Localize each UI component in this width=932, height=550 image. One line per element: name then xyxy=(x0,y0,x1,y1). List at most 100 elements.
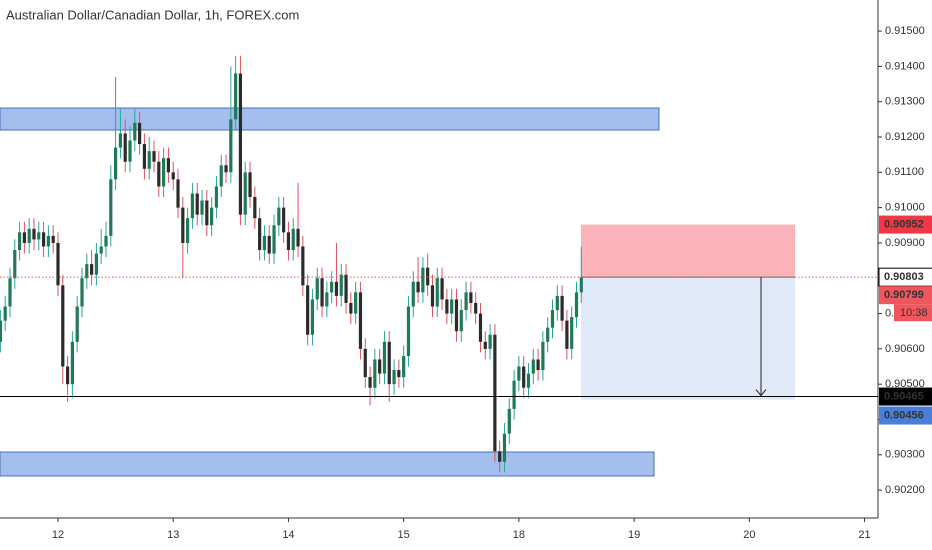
candle-body xyxy=(402,355,406,378)
drawings xyxy=(0,107,660,477)
candle-body xyxy=(550,310,555,328)
candle-body xyxy=(358,292,363,349)
candle-body xyxy=(411,281,415,307)
candle-body xyxy=(166,158,171,173)
candle-body xyxy=(488,334,492,349)
candle-body xyxy=(248,172,252,198)
candle-body xyxy=(181,207,185,243)
candle-body xyxy=(541,341,545,371)
candle-body xyxy=(118,133,123,148)
candle-body xyxy=(37,232,41,240)
candle-body xyxy=(570,317,574,349)
candle-body xyxy=(138,122,142,145)
candle-body xyxy=(238,73,243,215)
candle-body xyxy=(272,225,276,254)
candle-body xyxy=(61,285,65,367)
candle-body xyxy=(123,133,127,162)
y-tick-label: 0.91300 xyxy=(885,96,925,108)
candle-body xyxy=(200,200,204,215)
candle-body xyxy=(310,299,315,335)
candle-body xyxy=(430,285,435,307)
candle-body xyxy=(334,281,339,296)
candle-body xyxy=(373,359,377,388)
candle-body xyxy=(296,228,300,247)
candle-body xyxy=(421,267,425,293)
y-tick-label: 0.90900 xyxy=(885,237,925,249)
candle-body xyxy=(555,295,559,311)
candle-body xyxy=(51,235,55,243)
y-tick-label: 0.91200 xyxy=(885,131,925,143)
candle-body xyxy=(282,207,286,233)
price-label: 0.90799 xyxy=(884,289,924,301)
candle-body xyxy=(253,197,257,219)
candle-body xyxy=(531,359,535,374)
y-tick-label: 0.91400 xyxy=(885,60,925,72)
candle-body xyxy=(46,235,50,247)
candle-body xyxy=(565,320,569,349)
candle-body xyxy=(349,302,353,314)
candle-body xyxy=(229,119,233,173)
candle-body xyxy=(512,380,516,409)
candle-body xyxy=(502,433,507,462)
price-label: 0.90952 xyxy=(884,218,924,230)
candle-body xyxy=(320,278,324,307)
candle-body xyxy=(406,306,411,356)
candle-body xyxy=(330,281,334,293)
candle-body xyxy=(104,235,108,247)
candle-body xyxy=(315,278,319,300)
candle-body xyxy=(522,366,526,388)
candle-body xyxy=(517,366,521,381)
support-zone xyxy=(0,451,655,477)
price-label-box xyxy=(879,286,932,305)
candle-body xyxy=(267,235,271,254)
candle-body xyxy=(277,207,281,226)
candle-body xyxy=(114,147,118,180)
candle-body xyxy=(0,320,2,342)
candle-body xyxy=(526,373,531,388)
candle-body xyxy=(186,218,190,243)
candle-body xyxy=(80,278,84,307)
y-tick-label: 0.91000 xyxy=(885,202,925,214)
y-tick-label: 0.91500 xyxy=(885,25,925,37)
arrow-head xyxy=(755,389,767,397)
price-label: 0.90465 xyxy=(884,390,924,402)
candle-body xyxy=(162,158,166,187)
candle-body xyxy=(493,334,497,452)
candle-body xyxy=(301,246,305,286)
candle-body xyxy=(133,122,137,141)
candle-body xyxy=(354,292,358,314)
candle-body xyxy=(574,292,579,318)
price-label-box xyxy=(879,215,932,234)
candle-body xyxy=(325,292,329,307)
candle-body xyxy=(579,277,583,293)
candle-body xyxy=(70,341,74,385)
candle-body xyxy=(474,302,478,314)
candle-body xyxy=(416,281,420,293)
candle-body xyxy=(286,232,291,250)
candle-body xyxy=(219,165,223,187)
candle-body xyxy=(99,246,103,254)
price-label: 0.90456 xyxy=(884,409,924,421)
y-tick-label: 0.90600 xyxy=(885,343,925,355)
candle-body xyxy=(157,161,161,187)
candle-body xyxy=(27,228,31,243)
x-tick-label: 19 xyxy=(628,529,640,541)
x-tick-label: 13 xyxy=(167,529,179,541)
candle-body xyxy=(109,179,113,236)
candle-body xyxy=(94,253,99,275)
candle-body xyxy=(464,292,468,311)
candle-body xyxy=(363,348,367,378)
y-tick-label: 0.91100 xyxy=(885,166,924,178)
candle-body xyxy=(469,292,473,303)
candle-body xyxy=(152,151,156,162)
candle-body xyxy=(56,242,60,286)
x-tick-label: 14 xyxy=(282,529,294,541)
candle-body xyxy=(147,151,151,169)
candle-body xyxy=(214,186,219,208)
candle-body xyxy=(483,341,487,349)
candle-body xyxy=(243,172,247,215)
candle-body xyxy=(498,451,502,462)
candle-body xyxy=(75,306,79,342)
candle-body xyxy=(205,200,209,226)
